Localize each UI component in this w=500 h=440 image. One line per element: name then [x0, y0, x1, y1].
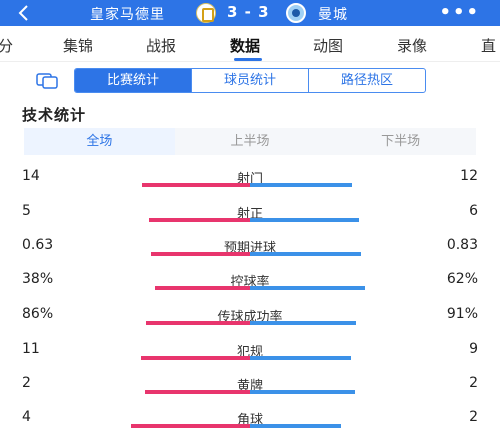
period-first-half[interactable]: 上半场: [230, 134, 270, 149]
stat-away-bar: [250, 183, 352, 187]
period-second-half[interactable]: 下半场: [381, 134, 421, 149]
stat-away-bar: [250, 252, 361, 256]
section-tabs: 分 集锦 战报 数据 动图 录像 直: [0, 26, 500, 62]
stat-home-value: 5: [22, 203, 31, 219]
stat-away-bar: [250, 218, 359, 222]
stat-home-value: 2: [22, 375, 31, 391]
tab-highlights[interactable]: 集锦: [63, 37, 94, 55]
stat-row: 14 射门 12: [0, 168, 500, 204]
real-madrid-logo-icon: [196, 3, 216, 23]
heatmap-button[interactable]: 路径热区: [308, 69, 425, 92]
stat-home-value: 4: [22, 409, 31, 425]
stat-home-value: 86%: [22, 306, 54, 322]
stat-home-bar: [145, 390, 250, 394]
stat-away-bar: [250, 390, 355, 394]
back-arrow-icon[interactable]: [14, 3, 34, 23]
switch-view-icon[interactable]: [36, 73, 58, 89]
stat-away-value: 12: [460, 168, 478, 184]
stat-away-value: 2: [469, 375, 478, 391]
stat-row: 2 黄牌 2: [0, 375, 500, 411]
stat-home-bar: [155, 286, 250, 290]
match-stats-button[interactable]: 比赛统计: [75, 69, 191, 92]
tab-replay[interactable]: 录像: [397, 37, 428, 55]
stat-home-bar: [141, 356, 250, 360]
home-team-name: 皇家马德里: [90, 7, 165, 23]
man-city-logo-icon: [286, 3, 306, 23]
stat-row: 4 角球 2: [0, 409, 500, 440]
stat-away-bar: [250, 286, 365, 290]
stats-type-switcher: 比赛统计 球员统计 路径热区: [74, 68, 426, 93]
stat-home-bar: [131, 424, 250, 428]
tab-partial-left[interactable]: 分: [0, 37, 14, 55]
stat-home-bar: [151, 252, 250, 256]
stat-away-bar: [250, 321, 356, 325]
stat-home-value: 38%: [22, 271, 54, 287]
stat-row: 11 犯规 9: [0, 341, 500, 377]
match-score: 3 - 3: [227, 3, 270, 21]
match-header: 皇家马德里 3 - 3 曼城 •••: [0, 0, 500, 26]
stat-away-value: 2: [469, 409, 478, 425]
stat-home-bar: [146, 321, 250, 325]
stat-home-value: 11: [22, 341, 40, 357]
stat-row: 5 射正 6: [0, 203, 500, 239]
stat-away-value: 6: [469, 203, 478, 219]
stat-home-bar: [142, 183, 250, 187]
away-team-name: 曼城: [318, 7, 348, 23]
stat-home-value: 14: [22, 168, 40, 184]
stat-away-value: 9: [469, 341, 478, 357]
section-title: 技术统计: [22, 106, 87, 124]
stat-home-bar: [149, 218, 250, 222]
active-tab-indicator: [234, 58, 262, 61]
stat-away-value: 0.83: [446, 237, 478, 253]
period-switcher: 全场 上半场 下半场: [24, 128, 476, 155]
stat-home-value: 0.63: [22, 237, 54, 253]
stat-row: 38% 控球率 62%: [0, 271, 500, 307]
stat-away-value: 91%: [446, 306, 478, 322]
tab-live[interactable]: 直: [481, 37, 497, 55]
player-stats-button[interactable]: 球员统计: [191, 69, 308, 92]
period-full-match[interactable]: 全场: [24, 128, 175, 155]
stat-row: 0.63 预期进球 0.83: [0, 237, 500, 273]
stat-away-bar: [250, 424, 341, 428]
stat-away-bar: [250, 356, 351, 360]
stat-away-value: 62%: [446, 271, 478, 287]
stat-row: 86% 传球成功率 91%: [0, 306, 500, 342]
tab-data[interactable]: 数据: [230, 37, 261, 55]
tab-gifs[interactable]: 动图: [313, 37, 344, 55]
tab-report[interactable]: 战报: [146, 37, 177, 55]
more-options-icon[interactable]: •••: [439, 2, 480, 23]
